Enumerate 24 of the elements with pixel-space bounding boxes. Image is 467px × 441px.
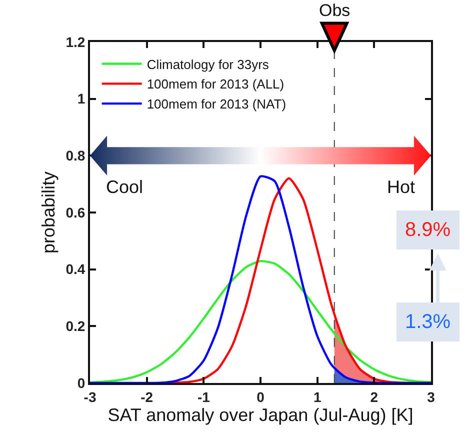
x-tick-label: 3 [427,388,436,405]
annotation: Hot [387,177,416,197]
x-tick-label: -2 [140,388,154,405]
y-tick-label: 1 [77,90,86,107]
x-tick-label: -3 [84,388,96,405]
x-tick-label: 0 [256,388,265,405]
annotation: Cool [106,177,144,197]
y-axis-title: probability [38,171,58,254]
y-tick-label: 0 [77,374,86,391]
y-tick-label: 0.2 [66,318,86,334]
x-tick-label: 2 [370,388,378,405]
legend-label: 100mem for 2013 (ALL) [146,76,284,92]
legend-label: 100mem for 2013 (NAT) [146,96,286,112]
ref-line-label: Obs [319,1,350,20]
legend-label: Climatology for 33yrs [146,56,270,72]
x-tick-label: -1 [197,388,210,405]
y-tick-label: 1.2 [66,34,86,50]
y-tick-label: 0.8 [66,148,86,164]
y-tick-label: 0.6 [66,204,86,220]
y-tick-label: 0.4 [66,261,86,278]
x-axis-title: SAT anomaly over Japan (Jul-Aug) [K] [108,404,414,425]
annotation: 1.3% [405,311,451,333]
x-tick-label: 1 [313,388,322,405]
annotation: 8.9% [405,219,451,241]
